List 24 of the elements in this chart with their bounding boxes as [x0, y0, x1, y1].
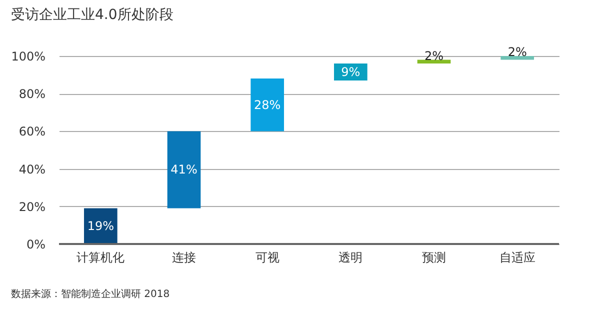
bar [417, 60, 451, 64]
x-tick-label: 连接 [172, 250, 196, 264]
bar [250, 78, 284, 132]
data-label: 2% [508, 45, 527, 60]
x-tick-label: 透明 [338, 250, 363, 264]
data-label: 28% [254, 98, 281, 112]
x-tick-label: 自适应 [499, 250, 536, 264]
x-tick-label: 计算机化 [76, 250, 125, 264]
y-tick-label: 100% [11, 50, 46, 64]
data-label: 9% [341, 64, 360, 79]
bar [500, 56, 534, 60]
chart-title: 受访企业工业4.0所处阶段 [11, 6, 174, 24]
y-tick-label: 80% [18, 87, 46, 102]
y-tick-label: 20% [18, 200, 46, 214]
source-note: 数据来源：智能制造企业调研 2018 [11, 288, 170, 301]
data-label: 2% [424, 49, 444, 63]
y-tick-label: 40% [18, 162, 46, 176]
x-tick-label: 可视 [255, 250, 280, 264]
x-tick-label: 预测 [422, 250, 446, 264]
data-label: 19% [87, 219, 114, 234]
data-label: 41% [170, 162, 198, 177]
bar [167, 131, 201, 208]
y-tick-label: 60% [18, 124, 46, 139]
y-tick-label: 0% [26, 238, 46, 252]
